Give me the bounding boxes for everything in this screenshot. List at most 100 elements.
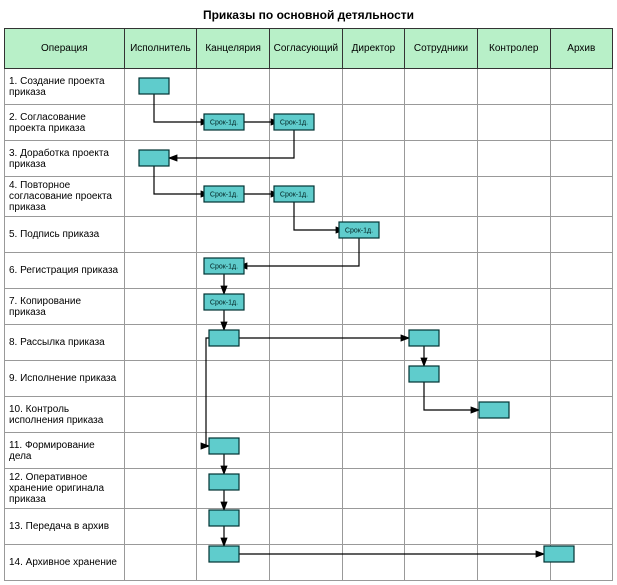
lane-cell — [124, 253, 197, 289]
lane-cell — [342, 177, 404, 217]
lane-cell — [270, 289, 343, 325]
lane-cell — [124, 397, 197, 433]
lane-cell — [197, 361, 270, 397]
operation-cell: 4. Повторное согласование проекта приказ… — [5, 177, 125, 217]
table-row: 13. Передача в архив — [5, 509, 613, 545]
lane-cell — [197, 217, 270, 253]
lane-cell — [197, 141, 270, 177]
table-row: 5. Подпись приказа — [5, 217, 613, 253]
lane-cell — [270, 69, 343, 105]
lane-cell — [197, 105, 270, 141]
lane-cell — [124, 177, 197, 217]
swimlane-grid: ОперацияИсполнительКанцелярияСогласующий… — [4, 28, 613, 581]
lane-cell — [124, 325, 197, 361]
lane-cell — [550, 545, 612, 581]
lane-cell — [550, 509, 612, 545]
lane-cell — [342, 361, 404, 397]
lane-cell — [342, 217, 404, 253]
lane-cell — [270, 105, 343, 141]
lane-cell — [197, 397, 270, 433]
table-row: 3. Доработка проекта приказа — [5, 141, 613, 177]
lane-cell — [270, 217, 343, 253]
lane-cell — [342, 253, 404, 289]
table-row: 9. Исполнение приказа — [5, 361, 613, 397]
lane-cell — [197, 69, 270, 105]
lane-cell — [342, 433, 404, 469]
operation-cell: 6. Регистрация приказа — [5, 253, 125, 289]
table-row: 14. Архивное хранение — [5, 545, 613, 581]
lane-cell — [550, 469, 612, 509]
swimlane-table: ОперацияИсполнительКанцелярияСогласующий… — [4, 28, 613, 581]
lane-cell — [270, 325, 343, 361]
lane-cell — [342, 69, 404, 105]
lane-cell — [477, 509, 550, 545]
lane-cell — [405, 545, 478, 581]
operation-cell: 11. Формирование дела — [5, 433, 125, 469]
lane-cell — [477, 289, 550, 325]
lane-cell — [477, 433, 550, 469]
operation-cell: 5. Подпись приказа — [5, 217, 125, 253]
lane-cell — [405, 509, 478, 545]
lane-cell — [405, 361, 478, 397]
lane-cell — [197, 469, 270, 509]
lane-cell — [477, 253, 550, 289]
lane-cell — [342, 105, 404, 141]
lane-cell — [124, 289, 197, 325]
lane-cell — [405, 69, 478, 105]
diagram-title: Приказы по основной детяльности — [4, 4, 613, 28]
operation-cell: 8. Рассылка приказа — [5, 325, 125, 361]
lane-cell — [477, 397, 550, 433]
lane-cell — [405, 141, 478, 177]
lane-cell — [270, 469, 343, 509]
lane-cell — [405, 433, 478, 469]
lane-cell — [124, 361, 197, 397]
table-row: 1. Создание проекта приказа — [5, 69, 613, 105]
table-row: 2. Согласование проекта приказа — [5, 105, 613, 141]
lane-cell — [270, 253, 343, 289]
operation-cell: 1. Создание проекта приказа — [5, 69, 125, 105]
lane-cell — [477, 69, 550, 105]
lane-cell — [124, 217, 197, 253]
column-header: Директор — [342, 29, 404, 69]
lane-cell — [270, 141, 343, 177]
lane-cell — [405, 397, 478, 433]
lane-cell — [342, 509, 404, 545]
lane-cell — [342, 141, 404, 177]
table-row: 4. Повторное согласование проекта приказ… — [5, 177, 613, 217]
lane-cell — [550, 253, 612, 289]
operation-cell: 12. Оперативное хранение оригинала прика… — [5, 469, 125, 509]
lane-cell — [405, 469, 478, 509]
operation-cell: 2. Согласование проекта приказа — [5, 105, 125, 141]
operation-cell: 9. Исполнение приказа — [5, 361, 125, 397]
lane-cell — [477, 217, 550, 253]
lane-cell — [124, 69, 197, 105]
lane-cell — [550, 177, 612, 217]
lane-cell — [550, 217, 612, 253]
lane-cell — [405, 177, 478, 217]
lane-cell — [270, 545, 343, 581]
lane-cell — [405, 253, 478, 289]
lane-cell — [550, 361, 612, 397]
lane-cell — [550, 433, 612, 469]
lane-cell — [197, 289, 270, 325]
lane-cell — [270, 433, 343, 469]
lane-cell — [477, 177, 550, 217]
lane-cell — [550, 325, 612, 361]
operation-cell: 3. Доработка проекта приказа — [5, 141, 125, 177]
column-header: Операция — [5, 29, 125, 69]
table-row: 10. Контроль исполнения приказа — [5, 397, 613, 433]
lane-cell — [124, 545, 197, 581]
lane-cell — [550, 141, 612, 177]
lane-cell — [270, 361, 343, 397]
table-row: 12. Оперативное хранение оригинала прика… — [5, 469, 613, 509]
lane-cell — [550, 397, 612, 433]
lane-cell — [124, 469, 197, 509]
table-row: 11. Формирование дела — [5, 433, 613, 469]
lane-cell — [124, 141, 197, 177]
lane-cell — [477, 105, 550, 141]
operation-cell: 10. Контроль исполнения приказа — [5, 397, 125, 433]
operation-cell: 14. Архивное хранение — [5, 545, 125, 581]
lane-cell — [477, 545, 550, 581]
lane-cell — [197, 177, 270, 217]
lane-cell — [550, 69, 612, 105]
